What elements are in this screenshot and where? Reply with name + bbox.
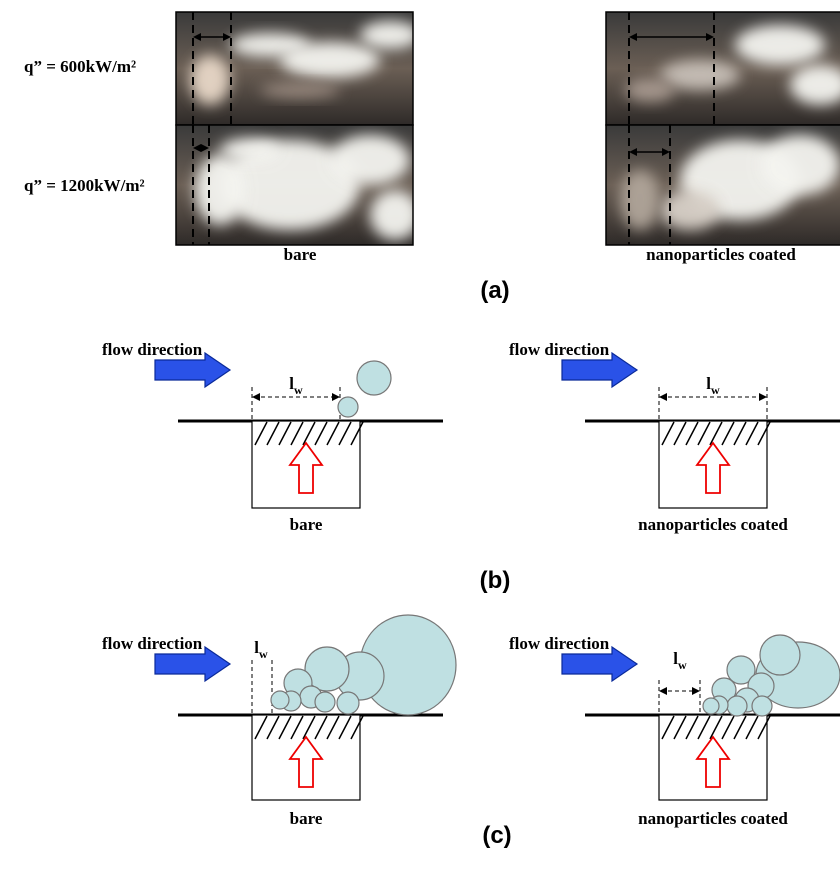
bubble: [703, 698, 719, 714]
lw-label: lw: [289, 374, 303, 397]
caption: nanoparticles coated: [638, 809, 788, 828]
vapor: [735, 25, 825, 65]
bubble: [760, 635, 800, 675]
lw-label: lw: [254, 638, 268, 661]
bubble: [727, 696, 747, 716]
vapor: [195, 155, 245, 225]
panel-tag: (a): [480, 277, 509, 304]
lw-sub: w: [259, 647, 268, 661]
arrow-head: [659, 687, 700, 695]
flow-label: flow direction: [102, 340, 203, 359]
bubble: [337, 692, 359, 714]
panel-tag: (c): [482, 822, 511, 849]
vapor: [190, 55, 230, 105]
lw-sub: w: [294, 383, 303, 397]
flow-label: flow direction: [102, 634, 203, 653]
row-label: q” = 600kW/m²: [24, 57, 136, 76]
caption: nanoparticles coated: [646, 245, 796, 264]
caption: bare: [284, 245, 317, 264]
flow-label: flow direction: [509, 634, 610, 653]
photo: [606, 12, 840, 125]
figure: q” = 600kW/m² q” = 1200kW/m² bare nanopa…: [0, 0, 840, 873]
bubble: [357, 361, 391, 395]
caption: nanoparticles coated: [638, 515, 788, 534]
panel-tag: (b): [480, 567, 511, 594]
flow-label: flow direction: [509, 340, 610, 359]
bubble: [271, 691, 289, 709]
photo: [176, 125, 420, 245]
bubble: [752, 696, 772, 716]
vapor: [620, 170, 660, 230]
bubble: [338, 397, 358, 417]
bubble: [315, 692, 335, 712]
vapor: [330, 135, 410, 185]
lw-sub: w: [678, 658, 687, 672]
row-label: q” = 1200kW/m²: [24, 176, 145, 195]
lw-label: lw: [706, 374, 720, 397]
vapor: [360, 21, 420, 49]
photo: [606, 125, 840, 245]
caption: bare: [290, 809, 323, 828]
vapor: [260, 82, 340, 98]
vapor: [280, 42, 380, 78]
lw-sub: w: [711, 383, 720, 397]
caption: bare: [290, 515, 323, 534]
lw-label: lw: [673, 649, 687, 672]
vapor: [220, 138, 280, 162]
vapor: [760, 135, 840, 195]
vapor: [625, 78, 675, 102]
photo: [176, 12, 420, 125]
